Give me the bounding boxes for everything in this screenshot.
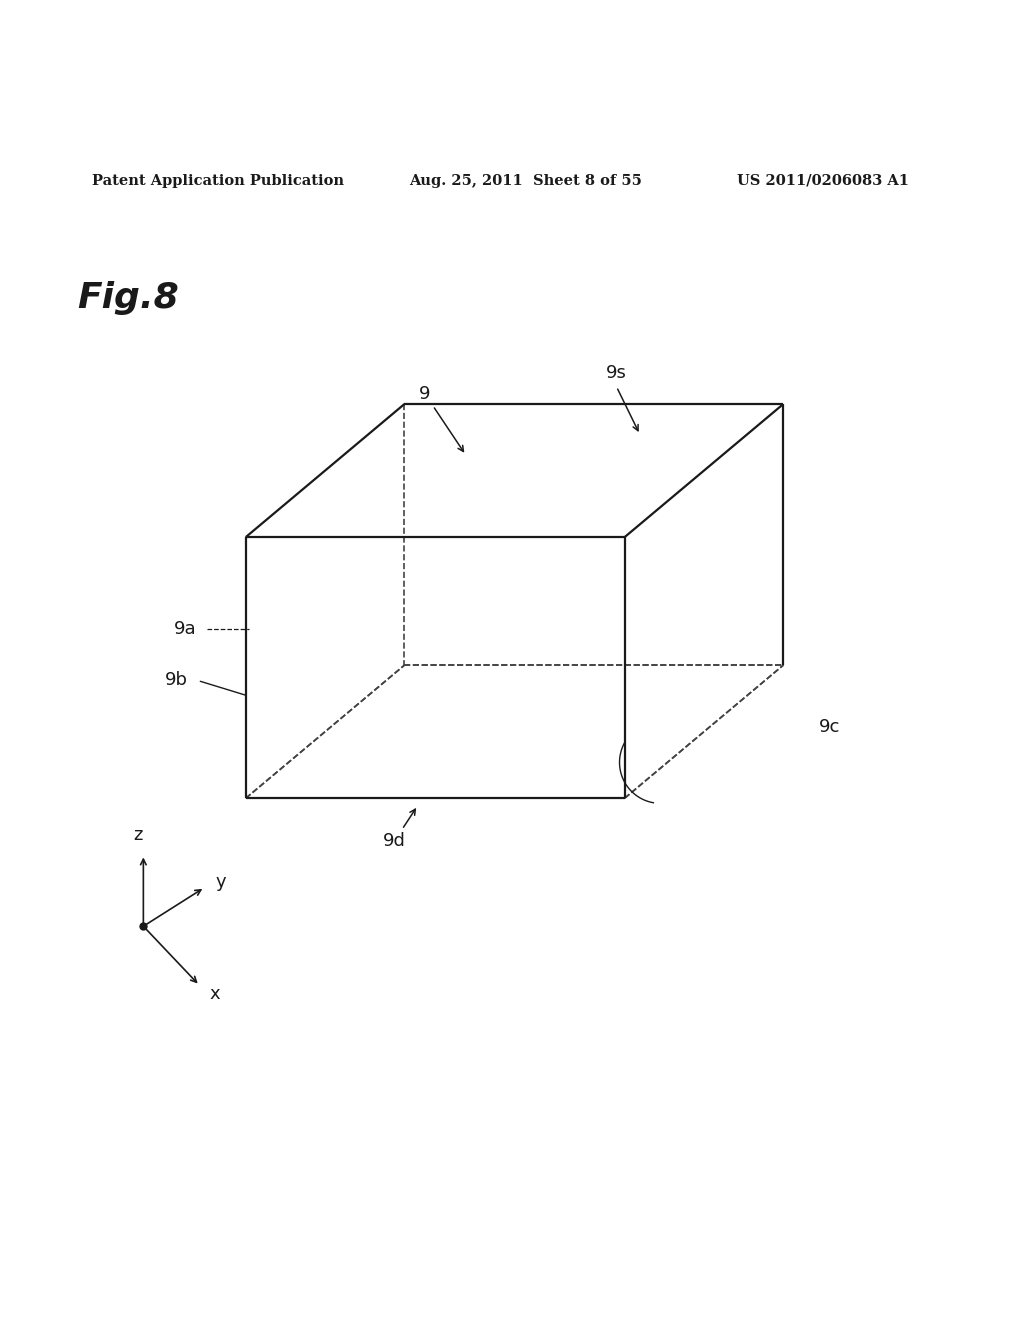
Text: x: x: [210, 985, 220, 1003]
Text: z: z: [133, 826, 143, 845]
Text: Aug. 25, 2011  Sheet 8 of 55: Aug. 25, 2011 Sheet 8 of 55: [410, 174, 642, 187]
Text: 9d: 9d: [383, 809, 416, 850]
Text: 9: 9: [419, 385, 464, 451]
Text: Fig.8: Fig.8: [77, 281, 178, 315]
Text: 9s: 9s: [606, 364, 627, 383]
Text: 9b: 9b: [165, 672, 187, 689]
Text: 9c: 9c: [819, 718, 841, 735]
Text: US 2011/0206083 A1: US 2011/0206083 A1: [737, 174, 909, 187]
Text: 9a: 9a: [174, 620, 197, 639]
Text: Patent Application Publication: Patent Application Publication: [92, 174, 344, 187]
Text: y: y: [215, 874, 225, 891]
